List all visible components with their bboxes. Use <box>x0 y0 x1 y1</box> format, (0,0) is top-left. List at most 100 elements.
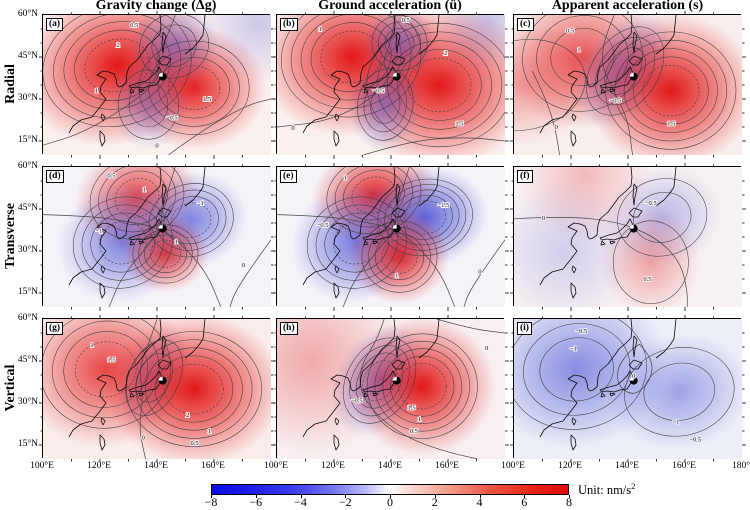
coastline <box>161 183 167 206</box>
row-label-transverse: Transverse <box>3 203 18 269</box>
contour-ring <box>391 189 460 246</box>
coastline <box>157 359 172 370</box>
field-anomaly-blob <box>519 167 652 242</box>
map-panel-f: −0.5 0.5 0 (f) <box>510 163 746 311</box>
contour-label: 0.5 <box>107 173 115 180</box>
contour-label: 2 <box>186 412 189 419</box>
contour-label: −1.5 <box>438 202 450 209</box>
contour-label: 1.5 <box>667 121 675 128</box>
contour-ring <box>398 363 447 410</box>
epicenter-focal-mechanism-icon <box>392 72 401 81</box>
contour-ring <box>382 348 463 424</box>
contour-map: 0.5 1 −0.5 1.5 0 <box>510 11 746 159</box>
contour-ring <box>164 363 224 415</box>
x-axis-tick-label: 120°E <box>558 461 582 471</box>
zero-contour-line <box>168 98 271 155</box>
contour-ring <box>84 38 150 93</box>
coastline <box>334 265 340 274</box>
colorbar-tick-mark <box>390 495 391 498</box>
coastline <box>600 240 606 246</box>
contour-ring <box>75 341 137 398</box>
contour-label: 0 <box>632 373 635 380</box>
panel-letter: (i) <box>517 322 532 335</box>
coastline <box>333 130 340 147</box>
contour-ring <box>363 77 407 133</box>
contour-ring <box>642 64 700 117</box>
contour-label: −0.5 <box>166 114 178 121</box>
coastline <box>632 335 638 358</box>
colorbar-tick-label: 4 <box>476 495 483 509</box>
contour-label: −1 <box>570 346 577 353</box>
y-axis-tick-label: 45°N <box>17 202 38 213</box>
contour-ring <box>145 347 243 431</box>
epicenter-focal-mechanism-icon <box>629 72 638 81</box>
panel-letter: (b) <box>280 18 298 31</box>
contour-ring <box>605 31 737 150</box>
map-panel-e: 1 −1.5 1 −0.5 0 (e) <box>273 163 509 311</box>
coastline <box>184 319 206 359</box>
contour-ring <box>617 178 708 257</box>
contour-label: 0 <box>155 142 158 149</box>
contour-label: 0 <box>542 215 545 222</box>
contour-ring <box>135 339 253 439</box>
contour-label: −0.5 <box>645 200 657 207</box>
coastline <box>395 183 401 206</box>
contour-ring <box>167 65 221 111</box>
contour-ring <box>320 30 382 84</box>
zero-contour-line <box>43 15 176 146</box>
contour-label: 1 <box>90 342 93 349</box>
coastline <box>570 282 577 299</box>
contour-label: −0.5 <box>351 397 363 404</box>
coastline <box>161 335 167 358</box>
y-axis-tick-label: 45°N <box>17 50 38 61</box>
contour-ring <box>366 333 478 439</box>
contour-label: 1 <box>143 187 146 194</box>
colorbar-tick-label: −8 <box>204 495 218 509</box>
coastline <box>100 113 106 122</box>
contour-ring <box>550 28 615 86</box>
panel-letter: (d) <box>46 170 64 183</box>
map-panel-h: −0.5 1.5 1 0.5 0 (h) <box>273 315 509 463</box>
contour-label: −0.5 <box>373 88 385 95</box>
contour-ring <box>43 319 171 429</box>
field-anomaly-blob <box>514 24 606 146</box>
epicenter-focal-mechanism-icon <box>158 72 167 81</box>
coastline <box>184 15 206 55</box>
contour-label: 0 <box>485 345 488 352</box>
coastline <box>418 319 440 359</box>
column-title-gravity-change: Gravity change (Δg) <box>95 0 217 13</box>
epicenter-focal-mechanism-icon <box>158 224 167 233</box>
coastline <box>128 370 163 393</box>
axis-ticks <box>510 315 746 463</box>
axis-ticks <box>510 163 746 311</box>
coastline <box>157 207 172 218</box>
coastline <box>632 31 638 54</box>
zero-contour-line <box>463 239 505 307</box>
coastline <box>334 417 340 426</box>
zero-contour-line <box>342 167 410 307</box>
x-axis-tick-label: 100°E <box>264 461 288 471</box>
contour-ring <box>128 82 169 128</box>
coastline <box>600 88 606 94</box>
panel-letter: (c) <box>517 18 534 31</box>
zero-contour-line <box>602 15 633 155</box>
colorbar-tick-mark <box>345 495 347 498</box>
contour-ring <box>643 362 715 421</box>
x-axis-tick-label: 140°E <box>378 461 402 471</box>
coastline <box>628 55 643 66</box>
contour-ring <box>90 212 156 273</box>
contour-label: 1 <box>418 416 421 423</box>
unit-exponent: 2 <box>631 481 636 491</box>
axis-ticks <box>39 163 275 311</box>
colorbar-tick-label: 2 <box>431 495 438 509</box>
coastline <box>609 240 616 245</box>
axis-ticks <box>273 11 509 159</box>
contour-ring <box>384 28 415 58</box>
coastline <box>372 392 379 397</box>
coastline <box>128 66 163 89</box>
y-axis-tick-label: 15°N <box>17 438 38 449</box>
axis-ticks <box>510 11 746 159</box>
colorbar-tick-label: −6 <box>249 495 263 509</box>
coastline <box>334 113 340 122</box>
map-panel-d: 0.5 1 −1 1 −1 0 (d) <box>39 163 275 311</box>
